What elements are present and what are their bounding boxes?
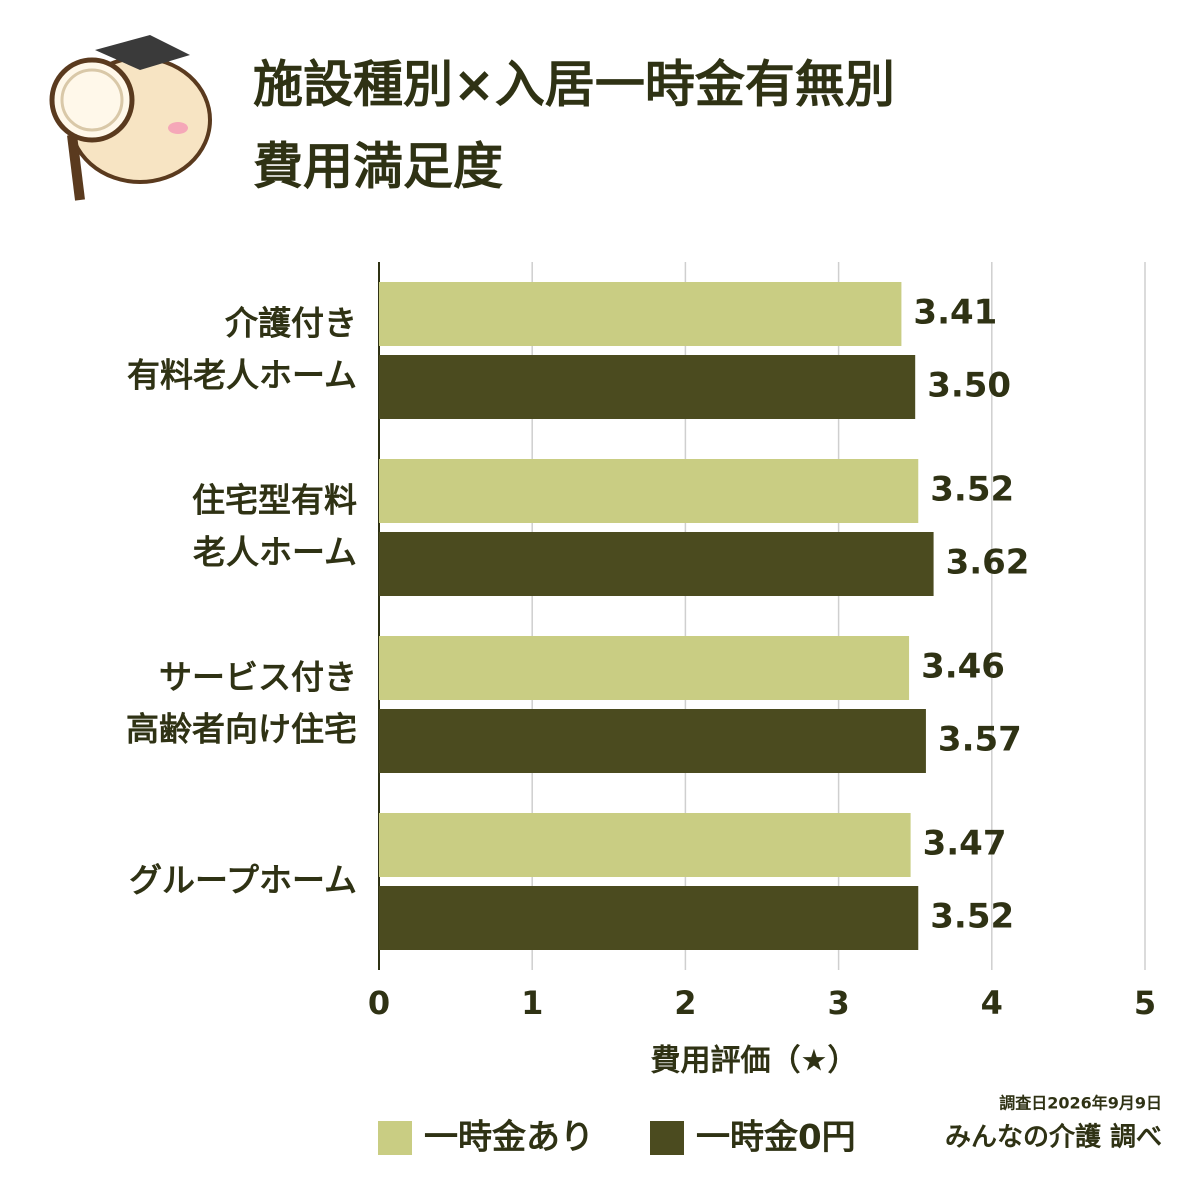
- bar: [379, 532, 934, 596]
- chart-title: 費用満足度: [253, 138, 503, 196]
- bar: [379, 813, 911, 877]
- bar: [379, 459, 919, 523]
- y-tick-label: サービス付き高齢者向け住宅: [126, 657, 357, 748]
- data-label: 3.52: [930, 897, 1014, 937]
- survey-date: 調査日2026年9月9日: [999, 1094, 1162, 1113]
- data-label: 3.47: [923, 824, 1007, 864]
- legend-label: 一時金0円: [696, 1118, 856, 1158]
- x-axis-title: 費用評価（★）: [651, 1044, 858, 1079]
- legend-swatch: [650, 1121, 684, 1155]
- legend-label: 一時金あり: [424, 1118, 594, 1158]
- y-tick-label: 住宅型有料老人ホーム: [192, 480, 357, 571]
- mascot: [49, 35, 212, 201]
- x-tick-label: 0: [368, 984, 390, 1022]
- data-label: 3.41: [913, 293, 997, 333]
- data-label: 3.57: [938, 720, 1022, 760]
- data-label: 3.46: [921, 647, 1005, 687]
- x-tick-label: 3: [827, 984, 849, 1022]
- bar: [379, 886, 919, 950]
- data-label: 3.62: [946, 543, 1030, 583]
- bar: [379, 355, 916, 419]
- credit: みんなの介護 調べ: [945, 1122, 1162, 1153]
- y-tick-label: グループホーム: [129, 860, 357, 899]
- x-tick-label: 2: [674, 984, 696, 1022]
- x-tick-label: 5: [1134, 984, 1156, 1022]
- y-tick-label: 介護付き有料老人ホーム: [127, 303, 357, 394]
- data-label: 3.52: [930, 470, 1014, 510]
- chart-title: 施設種別×入居一時金有無別: [253, 56, 895, 114]
- bar: [379, 709, 926, 773]
- x-tick-label: 4: [981, 984, 1003, 1022]
- x-tick-label: 1: [521, 984, 543, 1022]
- legend-swatch: [378, 1121, 412, 1155]
- bar: [379, 282, 902, 346]
- data-label: 3.50: [927, 366, 1011, 406]
- bar: [379, 636, 910, 700]
